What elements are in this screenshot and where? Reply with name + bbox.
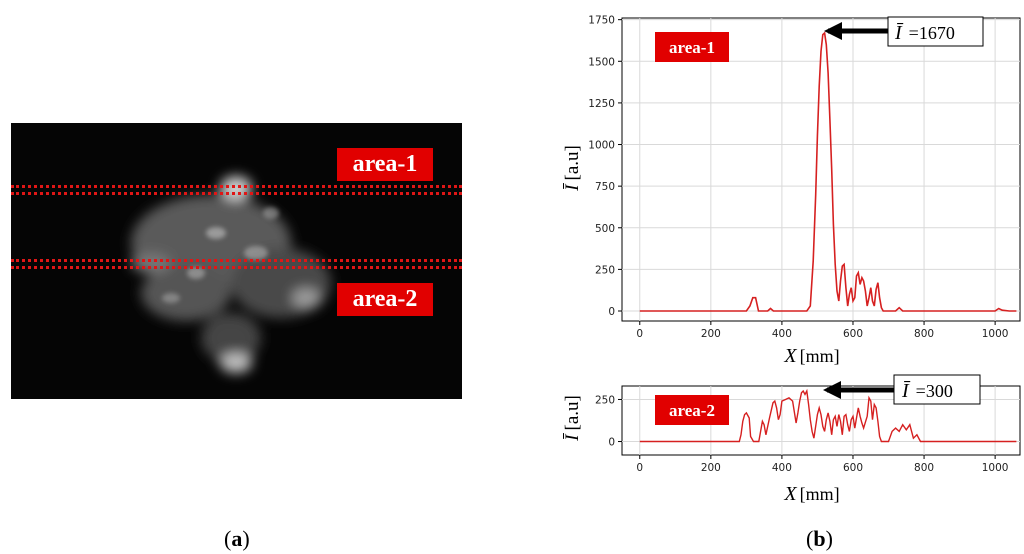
x-tick-label: 600: [843, 328, 863, 340]
scan-line-top: [11, 185, 462, 195]
chart-1-ylabel: Ī[a.u]: [562, 145, 583, 192]
x-tick-label: 200: [701, 462, 721, 474]
chart-1-tag-bg: [655, 32, 729, 62]
intensity-profile-charts: 0 200 400 600 800 1000 0 250 500 750 1000 1250 1500 1…: [562, 15, 1021, 505]
y-tick-label: 1750: [588, 15, 615, 27]
y-tick-label: 0: [608, 306, 615, 318]
x-tick-label: 0: [636, 328, 643, 340]
x-tick-label: 1000: [982, 462, 1009, 474]
panel-a-caption: (a): [224, 526, 250, 551]
y-tick-label: 750: [595, 181, 615, 193]
x-tick-label: 600: [843, 462, 863, 474]
y-tick-label: 0: [608, 437, 615, 449]
y-tick-label: 500: [595, 223, 615, 235]
y-tick-label: 1000: [588, 140, 615, 152]
y-tick-label: 1250: [588, 98, 615, 110]
x-tick-label: 800: [914, 328, 934, 340]
chart-1-peak-annotation: Ī =1670: [824, 16, 984, 47]
x-tick-label: 200: [701, 328, 721, 340]
chart-2-xlabel: X [mm]: [783, 483, 839, 505]
chart-1-xlabel: X [mm]: [783, 345, 839, 367]
chart-1-frame: [621, 17, 1021, 322]
chart-2-ylabel: Ī[a.u]: [562, 395, 583, 442]
scan-image-panel: area-1 area-2: [11, 123, 462, 399]
area-1-label: area-1: [337, 148, 433, 181]
y-tick-label: 250: [595, 394, 615, 406]
chart-2-annotation-text: Ī =300: [901, 380, 953, 402]
chart-2-tag: area-2: [669, 401, 715, 420]
x-tick-label: 1000: [982, 328, 1009, 340]
panel-b-caption: (b): [806, 526, 833, 551]
chart-1-ticks: 0 200 400 600 800 1000 0 250 500 750 1000 1250 1500 1…: [588, 15, 1008, 340]
chart-1-series-line: [639, 31, 1017, 312]
chart-2-tag-bg: [655, 395, 729, 425]
chart-2-series-line: [639, 388, 1017, 443]
scan-line-bottom: [11, 259, 462, 269]
x-tick-label: 400: [772, 328, 792, 340]
x-tick-label: 400: [772, 462, 792, 474]
chart-2-peak-annotation: Ī =300: [823, 374, 981, 405]
area-2-label: area-2: [337, 283, 433, 316]
chart-area-1: 0 200 400 600 800 1000 0 250 500 750 1000 1250 1500 1…: [588, 15, 1021, 340]
x-tick-label: 800: [914, 462, 934, 474]
chart-1-tag: area-1: [669, 38, 715, 57]
y-tick-label: 1500: [588, 56, 615, 68]
chart-1-annotation-text: Ī =1670: [894, 22, 955, 44]
y-tick-label: 250: [595, 264, 615, 276]
chart-2-ticks: 0 200 400 600 800 1000 0 250: [595, 394, 1009, 474]
x-tick-label: 0: [636, 462, 643, 474]
